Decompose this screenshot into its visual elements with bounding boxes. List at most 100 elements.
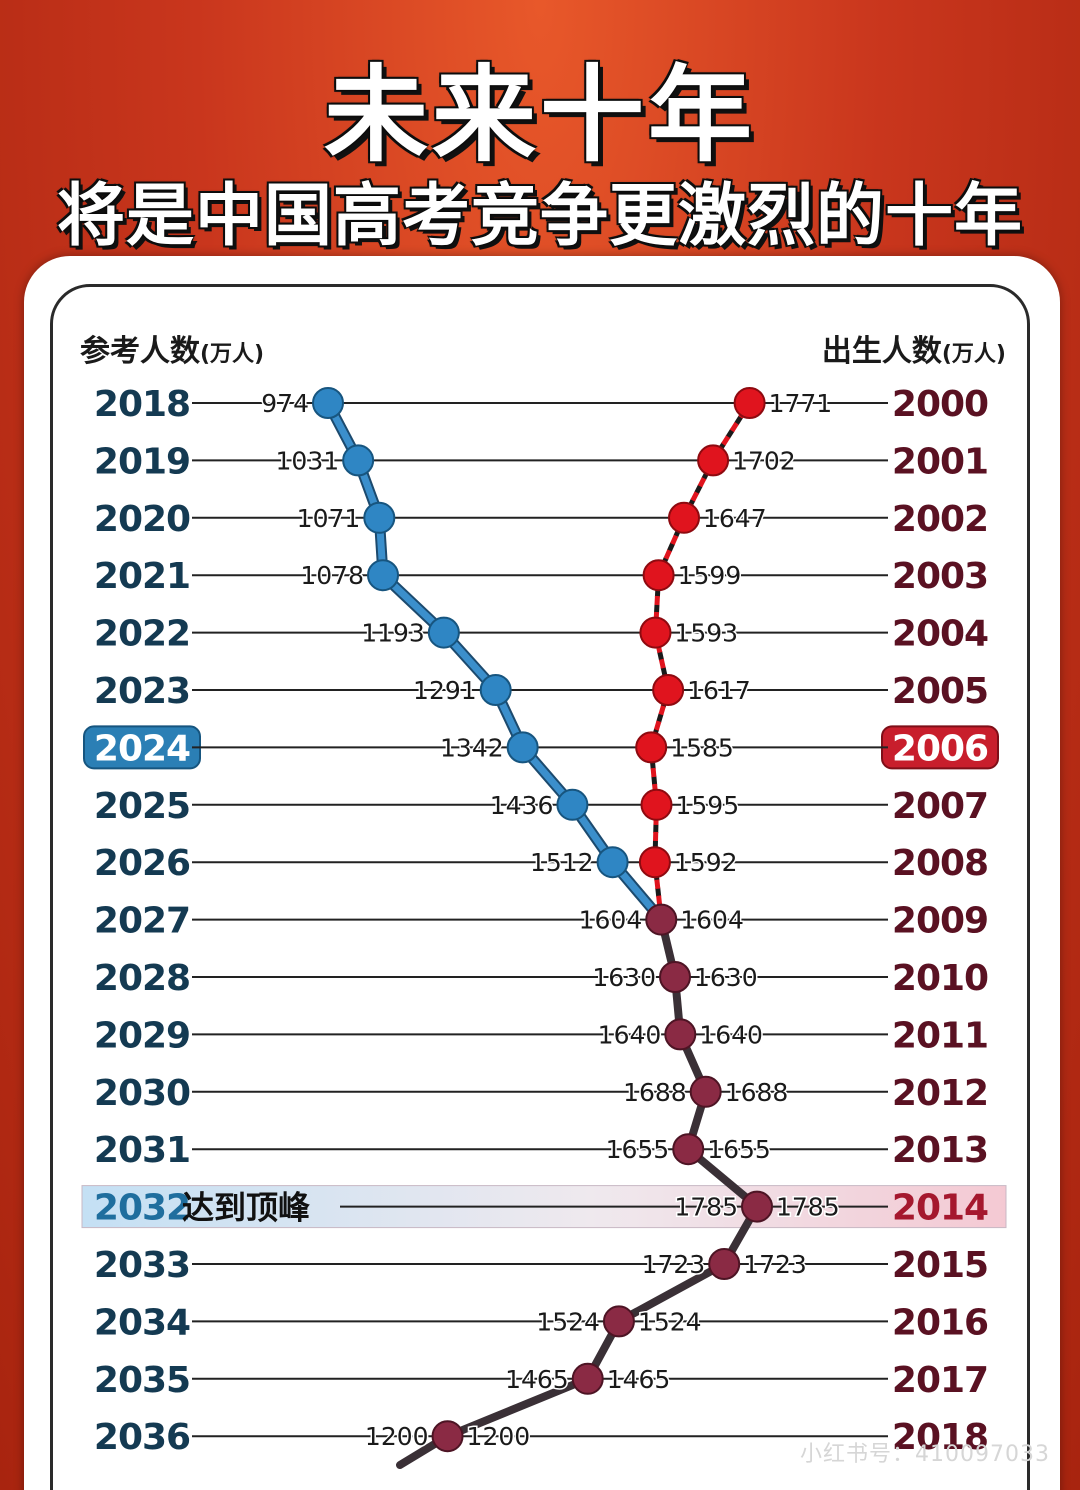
birth-value-label: 1595 [675, 791, 739, 820]
birth-year-label: 2018 [892, 1417, 988, 1458]
exam-value-label: 1655 [606, 1135, 670, 1164]
merged-point [571, 1362, 604, 1395]
exam-value-label: 1723 [642, 1250, 706, 1279]
birth-point [652, 674, 685, 706]
exam-value-label: 1785 [674, 1193, 738, 1222]
birth-value-label: 1630 [694, 963, 758, 992]
exam-value-label: 1465 [505, 1365, 569, 1394]
birth-year-label: 2007 [892, 786, 988, 827]
birth-value-label: 1785 [776, 1193, 840, 1222]
exam-year-label: 2022 [94, 614, 190, 655]
exam-series-line-outline [322, 397, 667, 926]
merged-point [664, 1018, 697, 1051]
birth-series-dashed-black [648, 401, 752, 920]
peak-label: 达到顶峰 [182, 1189, 310, 1227]
exam-year-label: 2027 [94, 901, 190, 942]
birth-value-label: 1524 [638, 1307, 702, 1336]
exam-point [479, 674, 512, 706]
birth-year-label: 2011 [892, 1015, 988, 1056]
exam-year-label: 2021 [94, 556, 190, 597]
birth-value-label: 1723 [743, 1250, 807, 1279]
sub-title: 将是中国高考竞争更激烈的十年 [56, 177, 1023, 256]
exam-year-label: 2029 [94, 1015, 190, 1056]
watermark: 小红书号：410097033 [800, 1442, 1050, 1467]
birth-value-label: 1655 [707, 1135, 771, 1164]
exam-year-label: 2030 [94, 1073, 190, 1114]
exam-value-label: 1640 [598, 1020, 662, 1049]
merged-point [689, 1075, 722, 1108]
birth-value-label: 1465 [607, 1365, 671, 1394]
birth-point [635, 731, 668, 764]
exam-value-label: 1193 [361, 619, 425, 648]
merged-point [741, 1190, 773, 1223]
exam-value-label: 1031 [276, 446, 340, 475]
exam-year-label: 2024 [94, 728, 190, 769]
merged-point [708, 1248, 741, 1280]
birth-value-label: 1702 [732, 446, 796, 475]
main-title: 未来十年 [323, 54, 756, 176]
birth-year-label: 2010 [892, 958, 988, 999]
exam-point [506, 731, 539, 764]
birth-point [642, 559, 675, 592]
exam-year-label: 2023 [94, 671, 190, 712]
exam-value-label: 1436 [490, 791, 554, 820]
birth-year-label: 2006 [892, 728, 988, 769]
merged-point [431, 1420, 464, 1453]
exam-year-label: 2018 [94, 384, 190, 425]
birth-year-label: 2009 [892, 901, 988, 942]
chart-card-frame [50, 284, 1030, 1490]
birth-value-label: 1688 [725, 1078, 789, 1107]
birth-value-label: 1592 [674, 848, 738, 877]
exam-value-label: 1512 [530, 848, 594, 877]
exam-year-label: 2028 [94, 958, 190, 999]
exam-point [363, 501, 396, 534]
exam-year-label: 2020 [94, 499, 190, 540]
birth-point [640, 788, 673, 821]
birth-year-label: 2001 [892, 441, 988, 482]
birth-point [733, 387, 766, 419]
exam-value-label: 974 [261, 389, 309, 418]
birth-year-label: 2004 [892, 614, 988, 655]
exam-series-line [324, 399, 665, 924]
birth-year-label: 2013 [892, 1130, 988, 1171]
merged-point [602, 1305, 635, 1338]
right-header: 出生人数(万人) [822, 334, 1006, 369]
exam-point [596, 846, 629, 879]
merged-point [645, 903, 678, 936]
exam-year-label: 2036 [94, 1417, 190, 1458]
exam-point [342, 444, 375, 477]
birth-year-label: 2017 [892, 1360, 988, 1401]
birth-value-label: 1200 [467, 1422, 531, 1451]
exam-year-label: 2034 [94, 1302, 190, 1343]
exam-year-label: 2026 [94, 843, 190, 884]
exam-point [367, 559, 400, 592]
exam-year-label: 2025 [94, 786, 190, 827]
left-header: 参考人数(万人) [80, 334, 264, 369]
birth-year-label: 2000 [892, 384, 988, 425]
exam-year-label: 2033 [94, 1245, 190, 1286]
birth-point [638, 846, 671, 879]
birth-value-label: 1771 [769, 389, 833, 418]
birth-value-label: 1617 [687, 676, 751, 705]
birth-point [668, 501, 701, 534]
exam-year-label: 2035 [94, 1360, 190, 1401]
exam-value-label: 1071 [297, 504, 361, 533]
birth-value-label: 1640 [699, 1020, 763, 1049]
birth-value-label: 1647 [703, 504, 767, 533]
exam-value-label: 1688 [623, 1078, 687, 1107]
birth-year-label: 2005 [892, 671, 988, 712]
birth-year-label: 2016 [892, 1302, 988, 1343]
birth-year-label: 2003 [892, 556, 988, 597]
exam-year-label: 2019 [94, 441, 190, 482]
exam-value-label: 1630 [592, 963, 656, 992]
birth-point [697, 444, 730, 477]
birth-year-label: 2012 [892, 1073, 988, 1114]
exam-point [312, 387, 344, 419]
exam-year-label: 2032 [94, 1188, 190, 1229]
birth-year-label: 2014 [892, 1188, 988, 1229]
birth-year-label: 2015 [892, 1245, 988, 1286]
birth-value-label: 1585 [670, 733, 734, 762]
chart-card [24, 256, 1060, 1490]
birth-series-dashed-red [648, 401, 752, 920]
